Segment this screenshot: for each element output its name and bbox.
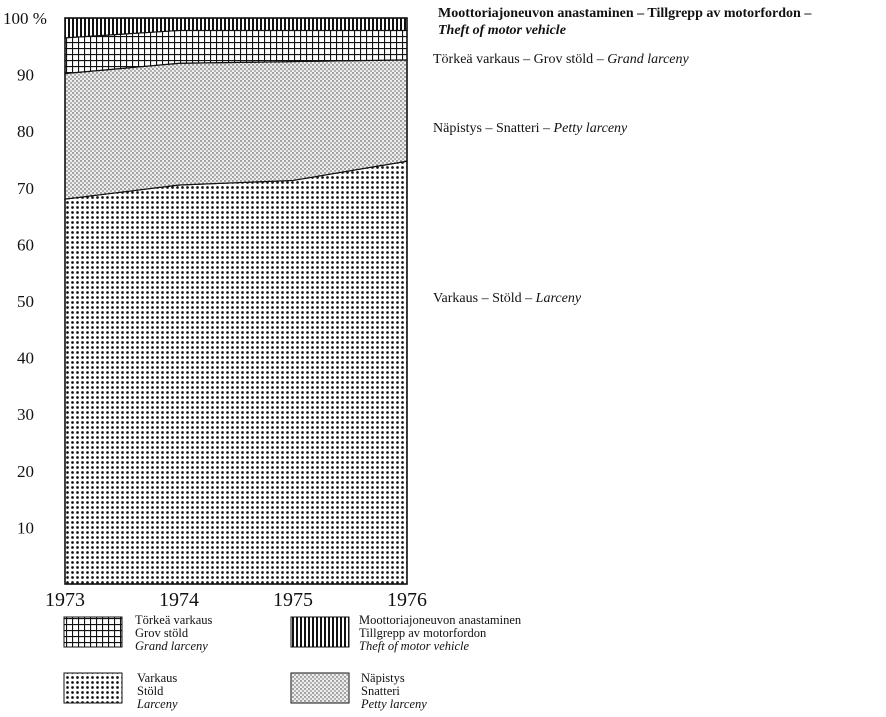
x-tick-label: 1974 <box>159 589 199 611</box>
y-tick-label: 70 <box>17 179 34 198</box>
y-tick-label: 50 <box>17 292 34 311</box>
legend-swatch-motor <box>290 616 350 648</box>
legend-item-grand: Törkeä varkaus Grov stöld Grand larceny <box>63 613 213 653</box>
y-tick-label: 100 % <box>3 9 47 28</box>
legend-item-petty: Näpistys Snatteri Petty larceny <box>290 671 427 711</box>
legend-petty-en: Petty larceny <box>360 697 427 711</box>
larceny-side-label-italic: Larceny <box>535 291 582 306</box>
legend-grand-sv: Grov stöld <box>135 626 189 640</box>
area-layers <box>64 17 408 585</box>
y-tick-label: 10 <box>17 518 34 537</box>
x-tick-label: 1973 <box>45 589 85 611</box>
legend-motor-en: Theft of motor vehicle <box>359 639 469 653</box>
y-tick-label: 80 <box>17 122 34 141</box>
petty-side-label-plain: Näpistys – Snatteri – <box>433 121 554 136</box>
grand-side-label: Törkeä varkaus – Grov stöld – Grand larc… <box>433 52 689 67</box>
y-tick-label: 40 <box>17 349 34 368</box>
legend-petty-fi: Näpistys <box>361 671 405 685</box>
legend-swatch-larceny <box>63 672 123 704</box>
grand-side-label-plain: Törkeä varkaus – Grov stöld – <box>433 52 607 67</box>
legend-grand-fi: Törkeä varkaus <box>135 613 213 627</box>
motor-side-label-line1: Moottoriajoneuvon anastaminen – Tillgrep… <box>438 6 812 21</box>
legend-petty-sv: Snatteri <box>361 684 400 698</box>
grand-side-label-italic: Grand larceny <box>607 52 689 67</box>
legend-grand-en: Grand larceny <box>135 639 208 653</box>
y-tick-label: 60 <box>17 235 34 254</box>
legend-larceny-en: Larceny <box>136 697 178 711</box>
legend-swatch-grand <box>63 616 123 648</box>
y-tick-label: 30 <box>17 405 34 424</box>
petty-side-label-italic: Petty larceny <box>553 121 629 136</box>
plot-frame <box>64 17 408 585</box>
legend: Törkeä varkaus Grov stöld Grand larceny … <box>63 613 522 711</box>
larceny-side-label: Varkaus – Stöld – Larceny <box>433 291 582 306</box>
legend-motor-fi: Moottoriajoneuvon anastaminen <box>359 613 522 627</box>
legend-larceny-fi: Varkaus <box>137 671 177 685</box>
x-axis: 1973 1974 1975 1976 <box>45 589 427 611</box>
larceny-side-label-plain: Varkaus – Stöld – <box>433 291 536 306</box>
legend-swatch-petty <box>290 672 350 704</box>
petty-side-label: Näpistys – Snatteri – Petty larceny <box>433 121 628 136</box>
y-tick-label: 20 <box>17 462 34 481</box>
area-larceny <box>64 160 408 585</box>
legend-item-motor: Moottoriajoneuvon anastaminen Tillgrepp … <box>290 613 522 653</box>
y-axis: 10 20 30 40 50 60 70 80 90 100 % <box>3 9 47 537</box>
legend-motor-sv: Tillgrepp av motorfordon <box>359 626 487 640</box>
x-tick-label: 1975 <box>273 589 313 611</box>
legend-larceny-sv: Stöld <box>137 684 164 698</box>
y-tick-label: 90 <box>17 66 34 85</box>
x-tick-label: 1976 <box>387 589 427 611</box>
legend-item-larceny: Varkaus Stöld Larceny <box>63 671 178 711</box>
motor-side-label-line2: Theft of motor vehicle <box>438 23 566 38</box>
